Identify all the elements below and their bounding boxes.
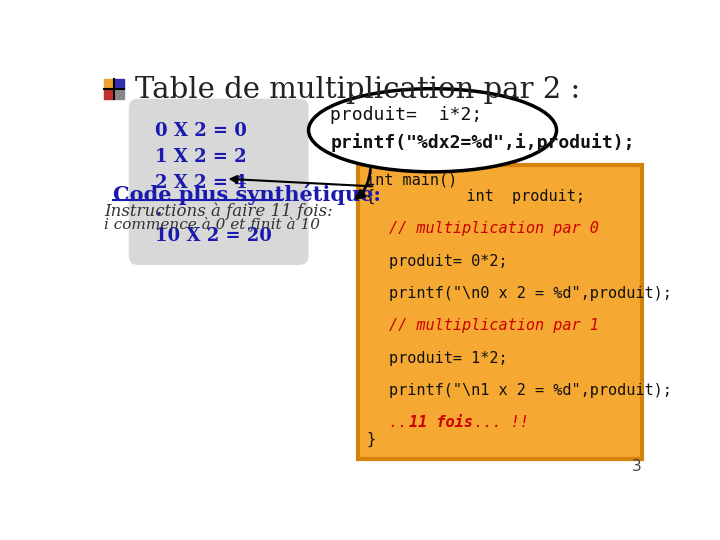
Text: 1 X 2 = 2: 1 X 2 = 2	[155, 148, 247, 166]
Bar	[104, 89, 114, 99]
Text: // multiplication par 0: // multiplication par 0	[389, 221, 599, 237]
Text: ... !!: ... !!	[465, 415, 529, 430]
FancyBboxPatch shape	[358, 165, 642, 459]
Text: printf("%dx2=%d",i,produit);: printf("%dx2=%d",i,produit);	[330, 133, 635, 152]
Text: produit=  i*2;: produit= i*2;	[330, 106, 482, 124]
Text: {          int  produit;: { int produit;	[366, 189, 585, 204]
Text: 11 fois: 11 fois	[409, 415, 473, 430]
Ellipse shape	[309, 89, 557, 172]
Text: produit= 0*2;: produit= 0*2;	[389, 254, 508, 268]
Text: printf("\n0 x 2 = %d",produit);: printf("\n0 x 2 = %d",produit);	[389, 286, 672, 301]
Text: ...: ...	[389, 415, 426, 430]
Bar	[114, 79, 124, 89]
Text: 10 X 2 = 20: 10 X 2 = 20	[155, 227, 272, 245]
Text: // multiplication par 1: // multiplication par 1	[389, 318, 599, 333]
Text: produit= 1*2;: produit= 1*2;	[389, 350, 508, 366]
Bar	[104, 79, 114, 89]
Text: int main(): int main()	[366, 173, 457, 188]
Text: 0 X 2 = 0: 0 X 2 = 0	[155, 122, 247, 140]
Bar	[114, 89, 124, 99]
Text: printf("\n1 x 2 = %d",produit);: printf("\n1 x 2 = %d",produit);	[389, 383, 672, 398]
Text: 2 X 2 = 4: 2 X 2 = 4	[155, 174, 247, 192]
Text: i commence à 0 et finit à 10: i commence à 0 et finit à 10	[104, 218, 320, 232]
Text: }: }	[366, 431, 375, 447]
FancyBboxPatch shape	[129, 99, 309, 265]
Text: .: .	[155, 200, 161, 219]
Text: Instructions à faire 11 fois:: Instructions à faire 11 fois:	[104, 202, 333, 220]
Text: 3: 3	[632, 460, 642, 475]
Text: Code plus synthétique:: Code plus synthétique:	[113, 184, 382, 205]
Text: Table de multiplication par 2 :: Table de multiplication par 2 :	[135, 76, 580, 104]
